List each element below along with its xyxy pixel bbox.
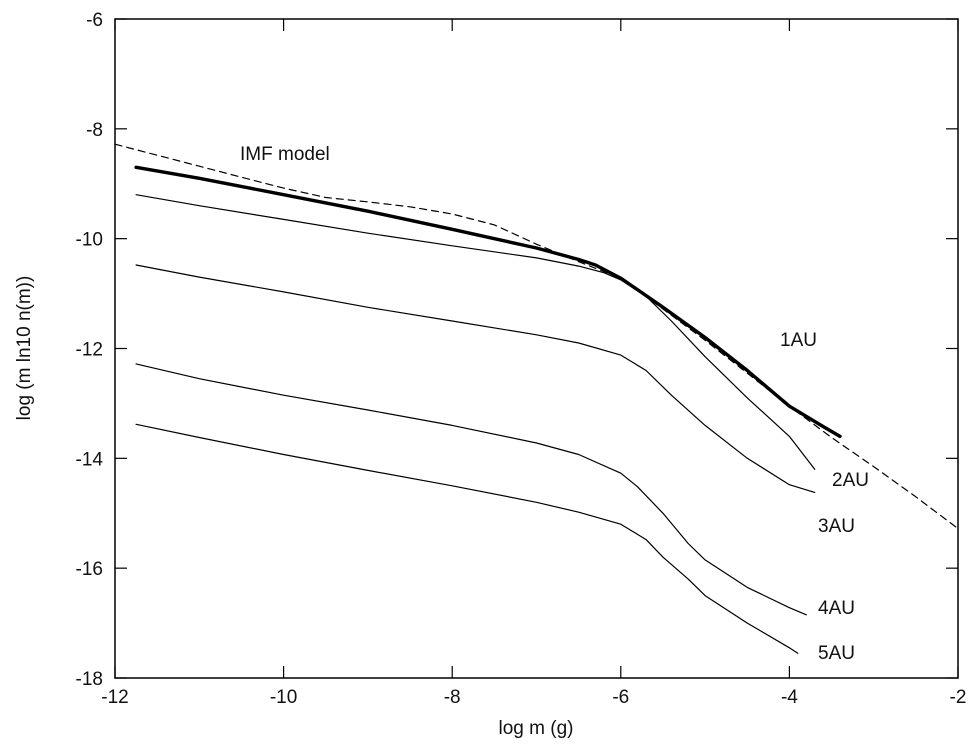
x-tick-label: -4	[781, 687, 798, 708]
x-tick-label: -10	[270, 687, 297, 708]
x-tick-label: -6	[612, 687, 629, 708]
y-tick-label: -18	[76, 669, 103, 690]
y-tick-label: -10	[76, 230, 103, 251]
series-line-imf-model	[114, 143, 959, 530]
series-line-1au	[134, 165, 842, 439]
y-tick-label: -14	[76, 449, 104, 470]
series-line-5au	[135, 423, 799, 654]
series-line-4au	[135, 363, 807, 616]
series-label-5au: 5AU	[818, 643, 855, 664]
plot-frame	[114, 18, 959, 679]
axis-ticks: -12 -10 -8 -6 -4 -2 -6 -8 -10 -12 -14 -16 -18	[76, 10, 967, 708]
y-axis-title: log (m ln10 n(m))	[14, 276, 35, 421]
series-label-2au: 2AU	[832, 470, 869, 491]
x-tick-label: -2	[950, 687, 967, 708]
series-label-1au: 1AU	[780, 330, 817, 351]
series-label-4au: 4AU	[818, 598, 855, 619]
series-label-imf: IMF model	[240, 144, 330, 165]
series-line-2au	[135, 194, 816, 470]
series-layer	[114, 143, 959, 654]
x-tick-label: -12	[101, 687, 128, 708]
series-label-3au: 3AU	[818, 516, 855, 537]
y-tick-label: -8	[86, 120, 103, 141]
y-tick-label: -6	[86, 10, 103, 31]
y-tick-label: -16	[76, 559, 103, 580]
x-axis-title: log m (g)	[499, 718, 574, 739]
x-tick-label: -8	[444, 687, 461, 708]
series-line-3au	[135, 264, 816, 493]
y-tick-label: -12	[76, 340, 103, 361]
